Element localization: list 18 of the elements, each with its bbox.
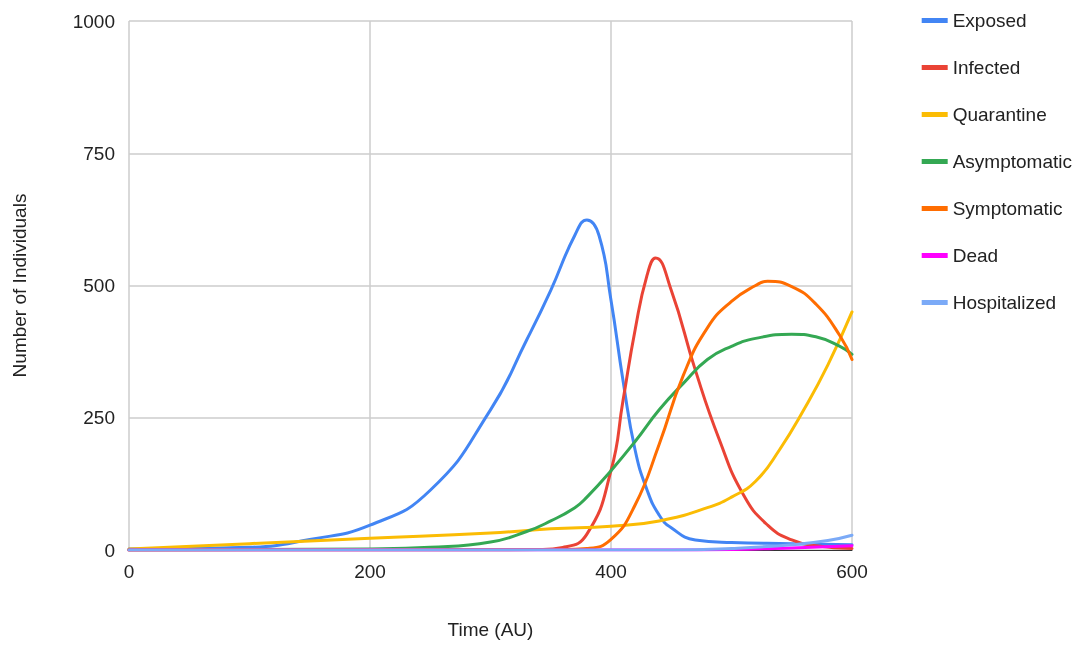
x-tick-label: 600	[836, 561, 868, 582]
legend-label: Dead	[952, 245, 999, 266]
legend-label: Asymptomatic	[952, 151, 1073, 172]
y-tick-label: 500	[83, 275, 115, 296]
x-axis-title: Time (AU)	[447, 619, 534, 640]
legend-label: Infected	[952, 57, 1021, 78]
legend-label: Hospitalized	[952, 292, 1057, 313]
legend-label: Exposed	[952, 10, 1027, 31]
x-tick-label: 0	[123, 561, 135, 582]
legend-label: Symptomatic	[952, 198, 1063, 219]
y-tick-label: 0	[104, 539, 115, 561]
legend-label: Quarantine	[952, 104, 1047, 125]
x-tick-label: 400	[595, 561, 627, 582]
y-tick-label: 1000	[72, 10, 115, 32]
y-axis-title: Number of Individuals	[9, 193, 30, 378]
y-tick-label: 750	[83, 142, 115, 164]
x-tick-label: 200	[354, 561, 386, 582]
y-tick-label: 250	[83, 407, 115, 429]
